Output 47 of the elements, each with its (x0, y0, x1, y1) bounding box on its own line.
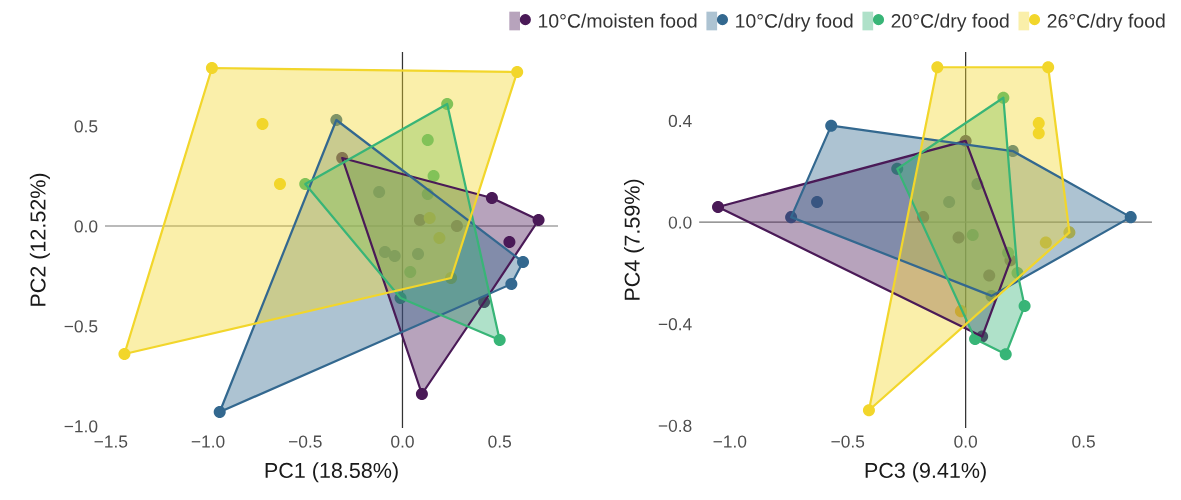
point (966, 228, 979, 241)
legend-label: 26°C/dry food (1047, 13, 1165, 32)
point (433, 231, 446, 245)
point (1039, 236, 1052, 249)
point (943, 195, 956, 208)
y-tick-label: 0.4 (668, 114, 692, 128)
y-tick-label: −0.5 (64, 320, 98, 333)
y-tick-label: −0.4 (658, 318, 692, 331)
point (404, 265, 417, 279)
point (450, 219, 463, 233)
x-tick-label: −1.0 (191, 435, 225, 448)
x-axis-title: PC3 (9.41%) (865, 462, 986, 483)
point (427, 169, 440, 183)
point (503, 235, 516, 249)
point (273, 177, 286, 191)
point (388, 249, 401, 263)
x-tick-label: 0.5 (1072, 435, 1095, 448)
x-tick-label: 0.0 (954, 435, 978, 448)
x-axis-title: PC1 (18.58%) (265, 462, 398, 483)
x-tick-label: −1.0 (713, 435, 747, 448)
legend-label: 10°C/dry food (736, 13, 853, 32)
y-tick-label: −1.0 (64, 420, 98, 433)
point (1032, 117, 1045, 130)
y-tick-label: 0.0 (74, 220, 98, 233)
point (983, 269, 996, 282)
y-tick-label: −0.8 (658, 419, 692, 432)
point (423, 211, 436, 225)
x-tick-label: 0.5 (488, 435, 512, 448)
point (413, 213, 426, 227)
point (256, 117, 269, 131)
y-tick-label: 0.0 (668, 216, 692, 229)
y-axis-title: PC4 (7.59%) (623, 179, 645, 300)
x-tick-label: −0.5 (831, 435, 865, 448)
point (1032, 127, 1045, 140)
point (952, 231, 965, 244)
x-tick-label: −0.5 (288, 435, 322, 448)
x-tick-label: 0.0 (391, 435, 414, 448)
point (373, 185, 386, 199)
y-tick-label: 0.5 (74, 120, 98, 133)
point (412, 247, 425, 261)
point (421, 133, 434, 147)
point (378, 245, 391, 259)
x-tick-label: −1.5 (94, 435, 128, 448)
legend-label: 10°C/moisten food (538, 13, 697, 28)
y-axis-title: PC2 (12.52%) (29, 173, 50, 306)
legend-label: 20°C/dry food (891, 13, 1009, 32)
point (811, 195, 824, 208)
